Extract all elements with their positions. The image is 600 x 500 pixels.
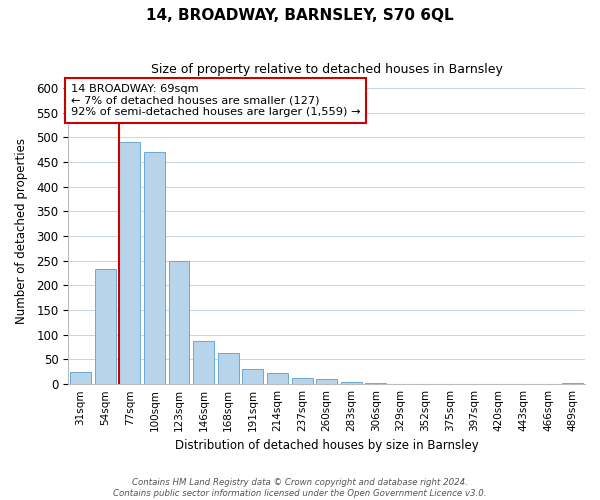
Bar — [341, 382, 362, 384]
Text: 14, BROADWAY, BARNSLEY, S70 6QL: 14, BROADWAY, BARNSLEY, S70 6QL — [146, 8, 454, 22]
Bar — [267, 374, 288, 384]
Bar — [242, 370, 263, 384]
Text: 14 BROADWAY: 69sqm
← 7% of detached houses are smaller (127)
92% of semi-detache: 14 BROADWAY: 69sqm ← 7% of detached hous… — [71, 84, 361, 117]
Bar — [119, 142, 140, 384]
X-axis label: Distribution of detached houses by size in Barnsley: Distribution of detached houses by size … — [175, 440, 479, 452]
Bar — [292, 378, 313, 384]
Bar — [218, 353, 239, 384]
Y-axis label: Number of detached properties: Number of detached properties — [15, 138, 28, 324]
Bar — [193, 340, 214, 384]
Bar — [562, 382, 583, 384]
Bar — [144, 152, 165, 384]
Text: Contains HM Land Registry data © Crown copyright and database right 2024.
Contai: Contains HM Land Registry data © Crown c… — [113, 478, 487, 498]
Bar — [316, 379, 337, 384]
Bar — [70, 372, 91, 384]
Bar — [169, 260, 190, 384]
Title: Size of property relative to detached houses in Barnsley: Size of property relative to detached ho… — [151, 62, 503, 76]
Bar — [95, 269, 116, 384]
Bar — [365, 382, 386, 384]
